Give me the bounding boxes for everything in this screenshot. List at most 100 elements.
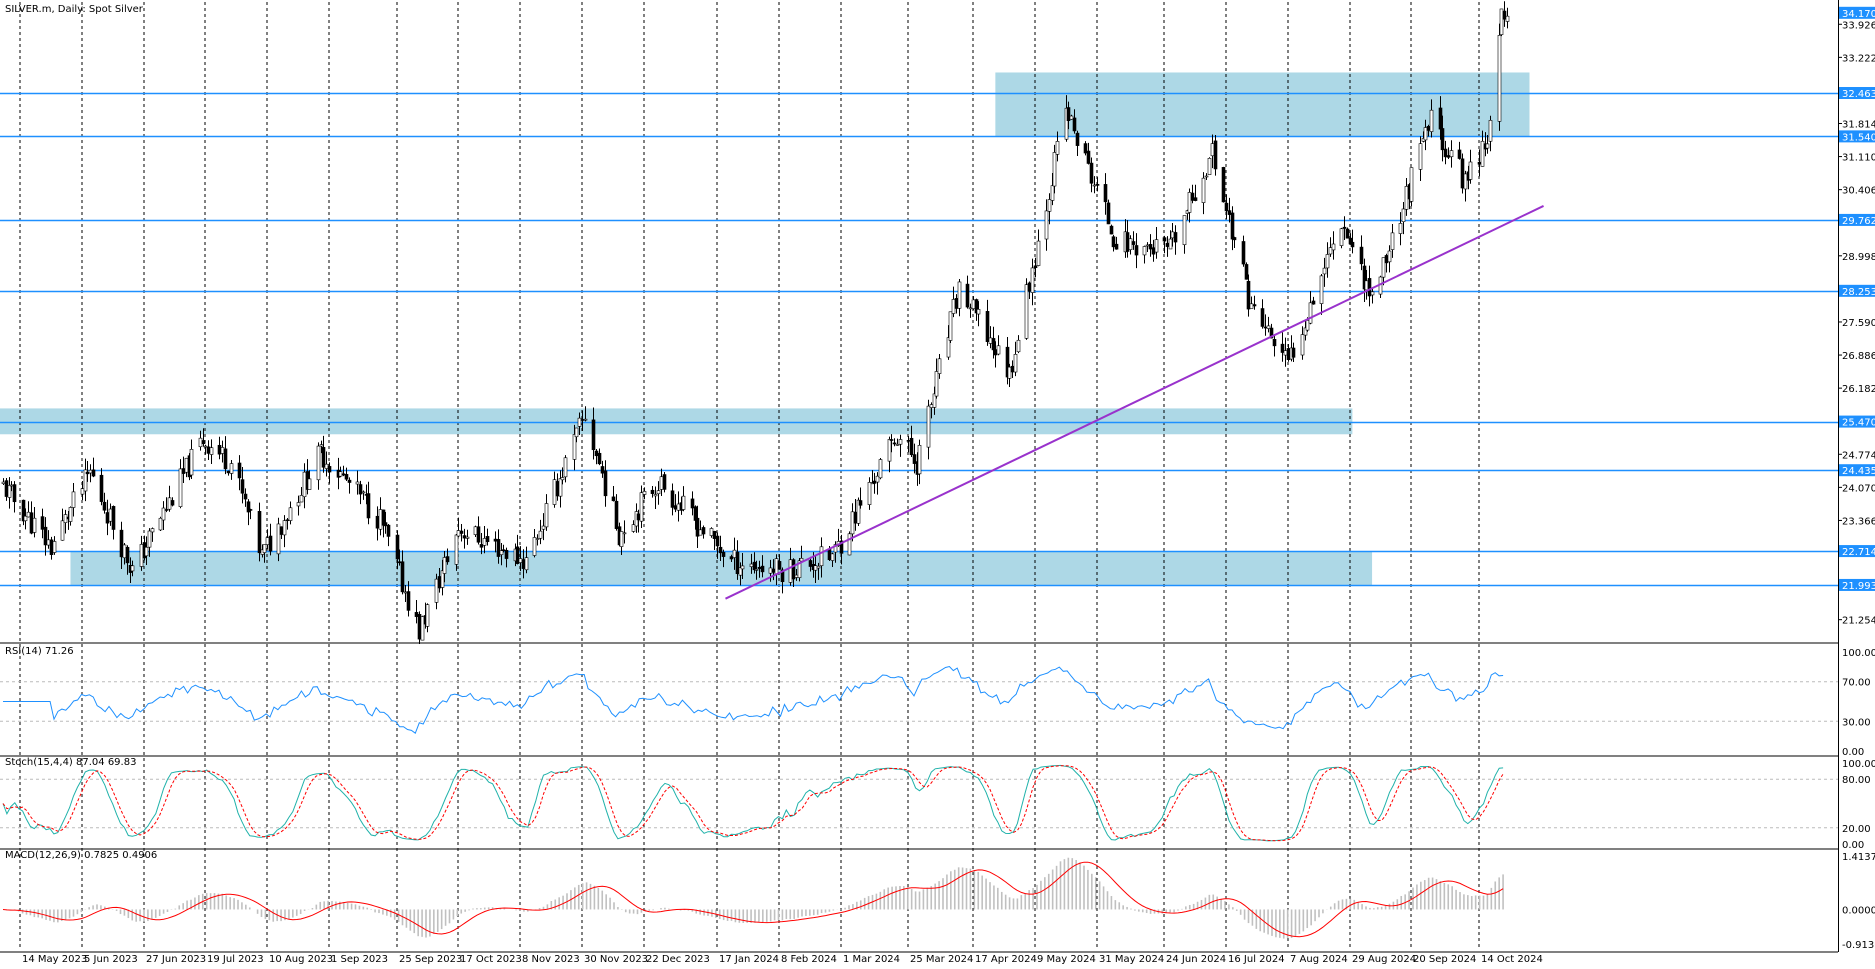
candle-body: [591, 419, 596, 451]
candle-body: [988, 337, 993, 344]
candle-body: [1305, 320, 1310, 331]
candle-body: [1381, 257, 1386, 278]
trendline-layer[interactable]: [725, 205, 1544, 600]
candle-body: [1086, 150, 1091, 164]
macd-tick-label: 0.0000: [1842, 905, 1875, 916]
candle-body: [1204, 175, 1209, 178]
candle-body: [771, 568, 776, 573]
candle-body: [499, 550, 504, 555]
candle-body: [1438, 107, 1443, 130]
candle-body: [1013, 354, 1018, 373]
price-badge: [1839, 130, 1875, 143]
candle-body: [395, 534, 400, 560]
candle-body: [1339, 228, 1344, 246]
candle-body: [375, 515, 380, 529]
candle-body: [780, 569, 785, 583]
date-label: 14 May 2023: [22, 954, 87, 965]
date-label: 17 Oct 2023: [460, 954, 522, 965]
candle-body: [1345, 228, 1350, 239]
candle-body: [1210, 143, 1215, 157]
candle-body: [698, 529, 703, 536]
candle-body: [991, 338, 996, 351]
price-badge: [1839, 6, 1875, 19]
candle-body: [257, 511, 262, 554]
candle-body: [80, 488, 85, 495]
rsi-line: [3, 665, 1504, 734]
date-label: 25 Sep 2023: [399, 954, 462, 965]
candle-body: [99, 474, 104, 502]
candle-body: [1505, 15, 1510, 22]
candle-body: [1106, 202, 1111, 225]
candle-body: [105, 512, 110, 524]
candle-body: [1367, 278, 1372, 297]
candle-body: [1423, 127, 1428, 141]
candle-body: [1319, 275, 1324, 304]
candle-body: [265, 537, 270, 545]
candle-body: [797, 560, 802, 578]
candle-body: [1342, 226, 1347, 229]
price-tick-label: 31.814: [1842, 120, 1875, 131]
candle-body: [262, 544, 267, 553]
candle-body: [791, 559, 796, 580]
candle-body: [659, 476, 664, 490]
candle-body: [144, 546, 149, 557]
candle-body: [462, 535, 467, 539]
candle-body: [729, 556, 734, 560]
price-zone[interactable]: [70, 551, 1373, 585]
candle-body: [1142, 246, 1147, 256]
date-label: 5 Jun 2023: [84, 954, 138, 965]
candle-body: [1131, 241, 1136, 245]
candle-body: [285, 519, 290, 522]
candle-body: [558, 478, 563, 497]
date-label: 1 Sep 2023: [331, 954, 388, 965]
ascending-trendline[interactable]: [725, 205, 1544, 600]
candle-body: [85, 471, 90, 475]
candle-body: [532, 537, 537, 556]
candle-body: [1249, 303, 1254, 309]
candle-body: [1007, 366, 1012, 379]
candle-body: [170, 500, 175, 506]
candle-body: [1134, 245, 1139, 256]
candle-body: [1187, 192, 1192, 213]
candle-body: [1162, 237, 1167, 242]
candle-body: [1429, 109, 1434, 132]
candle-body: [366, 493, 371, 519]
candle-body: [125, 546, 130, 564]
candle-body: [1384, 255, 1389, 264]
candle-body: [1331, 243, 1336, 251]
candle-body: [968, 307, 973, 310]
candle-body: [276, 523, 281, 555]
candle-body: [535, 538, 540, 540]
candle-body: [1370, 291, 1375, 296]
candle-body: [709, 528, 714, 536]
candle-body: [597, 452, 602, 465]
candle-body: [248, 509, 253, 511]
candle-body: [757, 567, 762, 569]
candle-body: [670, 490, 675, 508]
candle-body: [434, 578, 439, 603]
price-zone[interactable]: [0, 408, 1353, 435]
candle-body: [102, 501, 107, 511]
candle-body: [889, 439, 894, 441]
date-label: 22 Dec 2023: [646, 954, 710, 965]
candle-body: [878, 459, 883, 479]
candle-body: [1050, 185, 1055, 201]
date-label: 31 May 2024: [1099, 954, 1164, 965]
candle-body: [695, 517, 700, 537]
candle-body: [1241, 241, 1246, 265]
macd-tick-label: 1.4137: [1842, 852, 1875, 863]
candle-body: [614, 500, 619, 529]
candle-body: [774, 558, 779, 575]
candle-body: [1232, 237, 1237, 241]
price-tick-label: 33.926: [1842, 20, 1875, 31]
price-badge: [1839, 415, 1875, 428]
candle-body: [937, 358, 942, 374]
candle-body: [184, 457, 189, 473]
candle-body: [316, 445, 321, 481]
price-badge-label: 21.993: [1842, 581, 1875, 592]
candle-body: [1418, 143, 1423, 170]
candle-body: [1190, 192, 1195, 201]
candle-body: [971, 299, 976, 309]
